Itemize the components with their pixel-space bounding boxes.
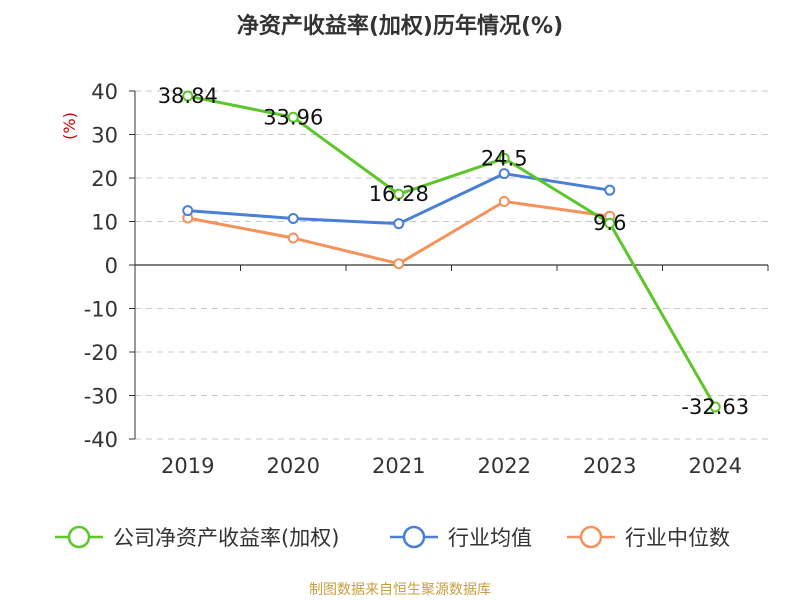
point-1-2020[interactable] (287, 212, 299, 224)
y-tick-label-3: 10 (91, 211, 118, 235)
point-1-2022[interactable] (498, 168, 510, 180)
x-tick-label-2019: 2019 (161, 454, 214, 478)
legend-item-1[interactable]: 行业均值 (390, 525, 532, 550)
chart-title: 净资产收益率(加权)历年情况(%) (237, 13, 563, 39)
y-tick-label-2: 20 (91, 167, 118, 191)
data-label-2024: -32.63 (681, 395, 749, 419)
point-0-2023[interactable] (604, 217, 616, 229)
data-label-2019: 38.84 (158, 84, 218, 108)
legend-label-0: 公司净资产收益率(加权) (113, 526, 339, 550)
y-tick-label-4: 0 (105, 254, 118, 278)
y-tick-label-8: -40 (84, 428, 118, 452)
point-0-2022[interactable] (498, 152, 510, 164)
y-tick-label-5: -10 (84, 298, 118, 322)
y-axis-unit-label: (%) (60, 112, 79, 140)
point-1-2019[interactable] (182, 205, 194, 217)
data-labels: 38.84 33.96 16.28 24.5 9.6 -32.63 (158, 84, 749, 419)
point-0-2021[interactable] (393, 188, 405, 200)
data-label-2020: 33.96 (263, 105, 323, 129)
point-1-2021[interactable] (393, 218, 405, 230)
x-tick-label-2022: 2022 (478, 454, 531, 478)
x-tick-label-2023: 2023 (583, 454, 636, 478)
point-0-2020[interactable] (287, 111, 299, 123)
y-tick-label-0: 40 (91, 80, 118, 104)
point-0-2024[interactable] (709, 401, 721, 413)
data-label-2022: 24.5 (481, 146, 528, 170)
point-2-2021[interactable] (393, 258, 405, 270)
data-label-2021: 16.28 (369, 182, 429, 206)
y-tick-label-7: -30 (84, 385, 118, 409)
legend-marker-0 (67, 525, 91, 549)
x-tick-label-2020: 2020 (267, 454, 320, 478)
point-2-2020[interactable] (287, 232, 299, 244)
y-tick-label-1: 30 (91, 124, 118, 148)
legend-marker-1 (402, 525, 426, 549)
legend-marker-2 (579, 525, 603, 549)
point-0-2019[interactable] (182, 90, 194, 102)
y-tick-label-6: -20 (84, 341, 118, 365)
legend-item-2[interactable]: 行业中位数 (567, 525, 730, 550)
legend[interactable]: 公司净资产收益率(加权) 行业均值 行业中位数 (55, 525, 730, 550)
series-2 (182, 195, 616, 270)
x-tick-label-2024: 2024 (689, 454, 742, 478)
legend-label-2: 行业中位数 (625, 526, 730, 550)
point-2-2022[interactable] (498, 195, 510, 207)
legend-item-0[interactable]: 公司净资产收益率(加权) (55, 525, 339, 550)
point-1-2023[interactable] (604, 184, 616, 196)
series-line-0-0 (187, 94, 717, 408)
data-source-note: 制图数据来自恒生聚源数据库 (309, 582, 491, 598)
axes: 40 30 20 10 0 -10 -20 -30 -40 2019 2020 2021 2022 202… (84, 80, 769, 478)
legend-label-1: 行业均值 (448, 526, 532, 550)
series-layer (182, 90, 721, 413)
series-line-2-0 (187, 199, 610, 266)
x-tick-label-2021: 2021 (372, 454, 425, 478)
data-label-2023: 9.6 (593, 211, 626, 235)
series-0 (182, 90, 721, 413)
